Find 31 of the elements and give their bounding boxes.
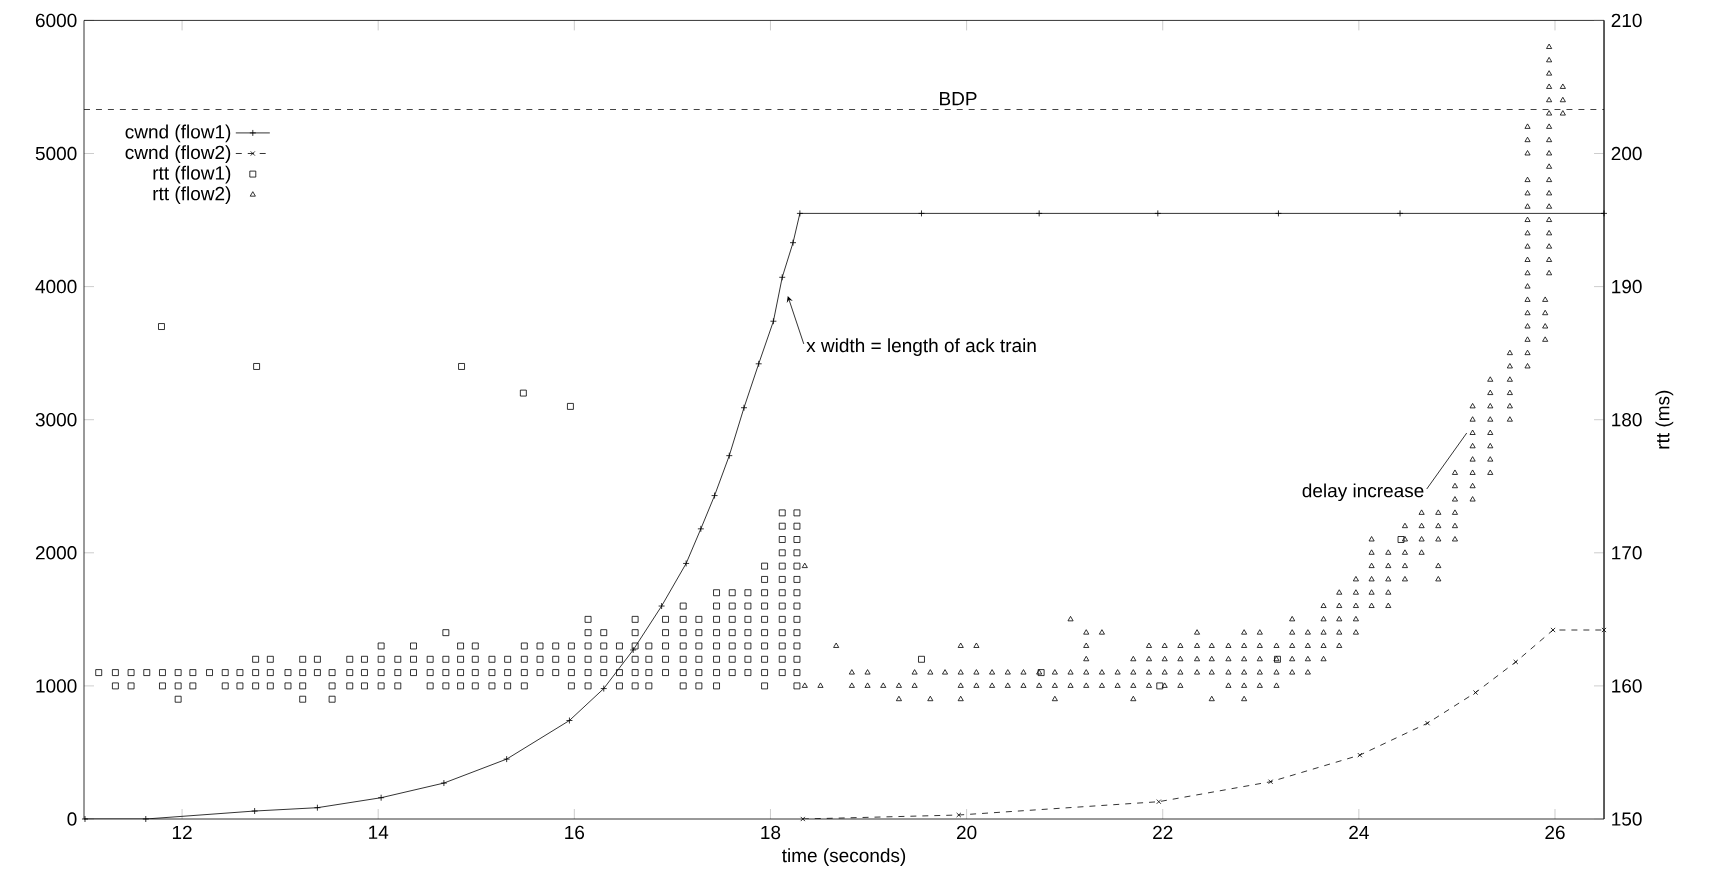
x-tick-label: 22 bbox=[1153, 825, 1173, 839]
x-tick-label: 16 bbox=[565, 825, 585, 840]
y2-tick-label: 210 bbox=[1611, 13, 1642, 28]
annotation: delay increase bbox=[1302, 483, 1424, 502]
y-tick-label: 1000 bbox=[36, 679, 77, 693]
x-tick-label: 14 bbox=[369, 825, 389, 839]
y2-tick-label: 150 bbox=[1612, 812, 1642, 826]
y-tick-label: 0 bbox=[67, 812, 77, 826]
y2-axis-title: rtt (ms) bbox=[1655, 390, 1674, 449]
y-tick-label: 3000 bbox=[35, 412, 77, 427]
x-tick-label: 12 bbox=[172, 825, 192, 839]
legend-label: cwnd (flow2) bbox=[125, 145, 231, 163]
y2-tick-label: 200 bbox=[1611, 146, 1642, 161]
y2-tick-label: 160 bbox=[1612, 679, 1642, 693]
x-axis-title: time (seconds) bbox=[781, 848, 906, 866]
ref-line-label: BDP bbox=[940, 92, 977, 106]
y-tick-label: 5000 bbox=[35, 146, 77, 161]
y2-tick-label: 190 bbox=[1612, 279, 1642, 294]
y2-tick-label: 170 bbox=[1612, 546, 1642, 560]
y-tick-label: 6000 bbox=[35, 13, 77, 28]
legend-label: cwnd (flow1) bbox=[125, 124, 231, 143]
legend-label: rtt (flow1) bbox=[153, 165, 231, 184]
annotation: x width = length of ack train bbox=[806, 338, 1036, 357]
x-tick-label: 24 bbox=[1349, 825, 1369, 839]
x-tick-label: 26 bbox=[1545, 825, 1565, 840]
x-tick-label: 18 bbox=[761, 825, 781, 840]
y-tick-label: 4000 bbox=[35, 279, 77, 294]
legend-label: rtt (flow2) bbox=[153, 186, 231, 205]
y-tick-label: 2000 bbox=[35, 546, 77, 560]
y2-tick-label: 180 bbox=[1612, 412, 1642, 427]
x-tick-label: 20 bbox=[956, 825, 977, 840]
